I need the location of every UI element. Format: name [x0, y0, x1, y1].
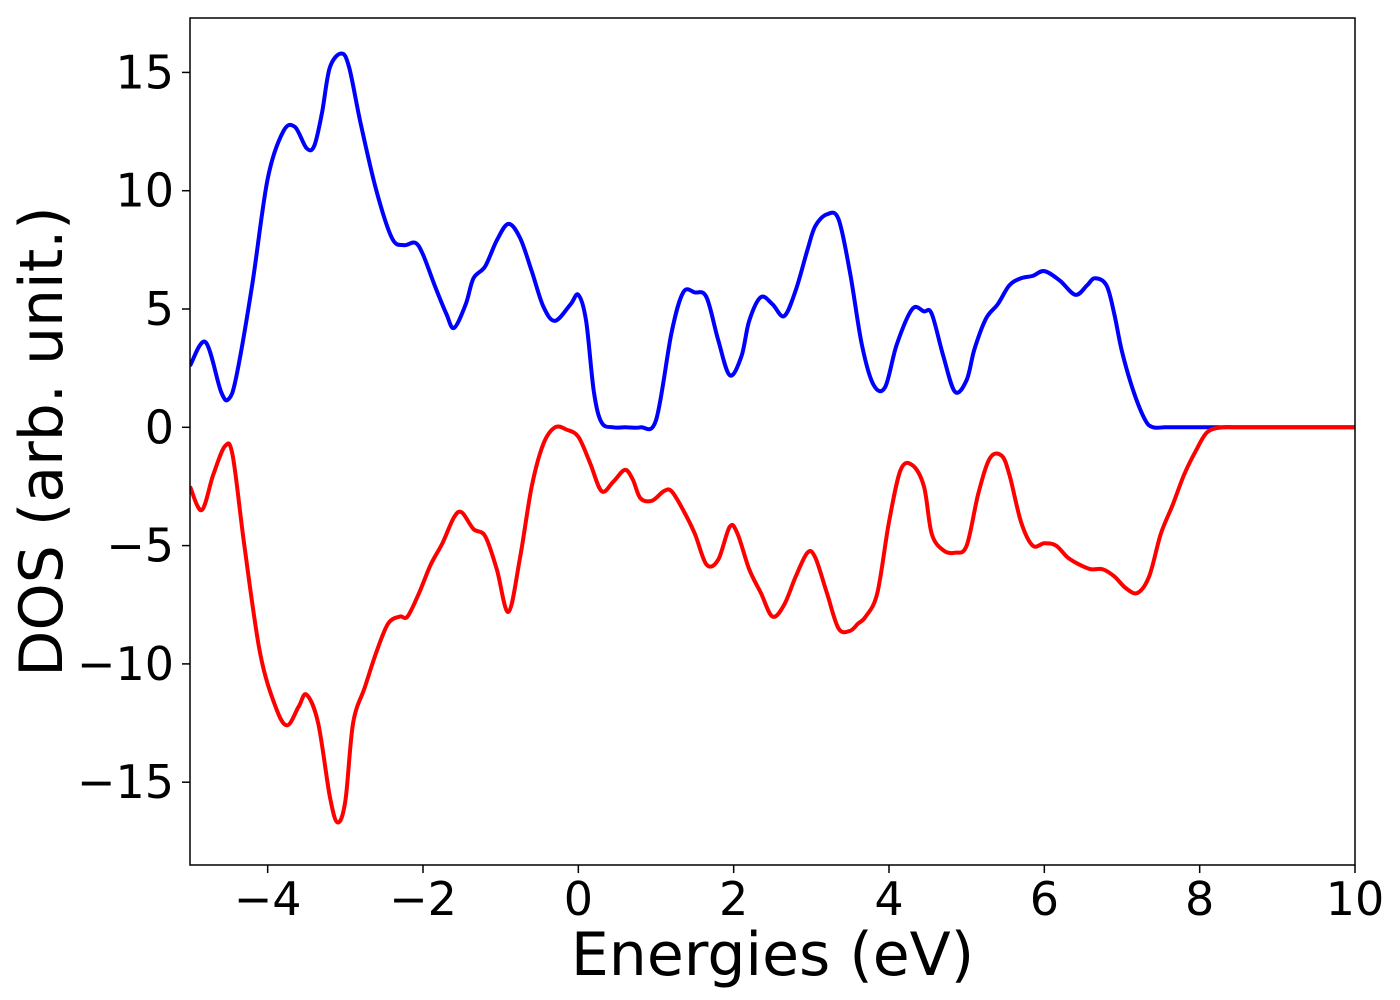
plot-frame — [189, 17, 1356, 866]
y-tick-label: 15 — [115, 45, 174, 99]
x-tick-label: 4 — [874, 872, 903, 926]
x-tick-label: 10 — [1326, 872, 1385, 926]
x-tick-label: 8 — [1185, 872, 1214, 926]
x-tick-label: 6 — [1030, 872, 1059, 926]
y-tick-label: 5 — [145, 282, 174, 336]
x-axis-ticks: −4 −2 0 2 4 6 8 10 — [234, 865, 1385, 926]
y-tick-label: 10 — [115, 164, 174, 218]
x-tick-label: −4 — [234, 872, 302, 926]
y-axis-label: DOS (arb. unit.) — [7, 206, 77, 676]
y-tick-label: −15 — [77, 755, 174, 809]
x-tick-label: 2 — [719, 872, 748, 926]
dos-series-line-up — [190, 51, 1355, 432]
dos-series-line-down — [190, 424, 1355, 825]
x-tick-label: −2 — [389, 872, 457, 926]
plot-area — [190, 51, 1355, 825]
y-axis-ticks: −15 −10 −5 0 5 10 15 — [77, 45, 190, 809]
x-axis-label: Energies (eV) — [571, 920, 974, 990]
y-tick-label: 0 — [145, 400, 174, 454]
y-tick-label: −10 — [77, 637, 174, 691]
y-tick-label: −5 — [106, 519, 174, 573]
x-tick-label: 0 — [564, 872, 593, 926]
